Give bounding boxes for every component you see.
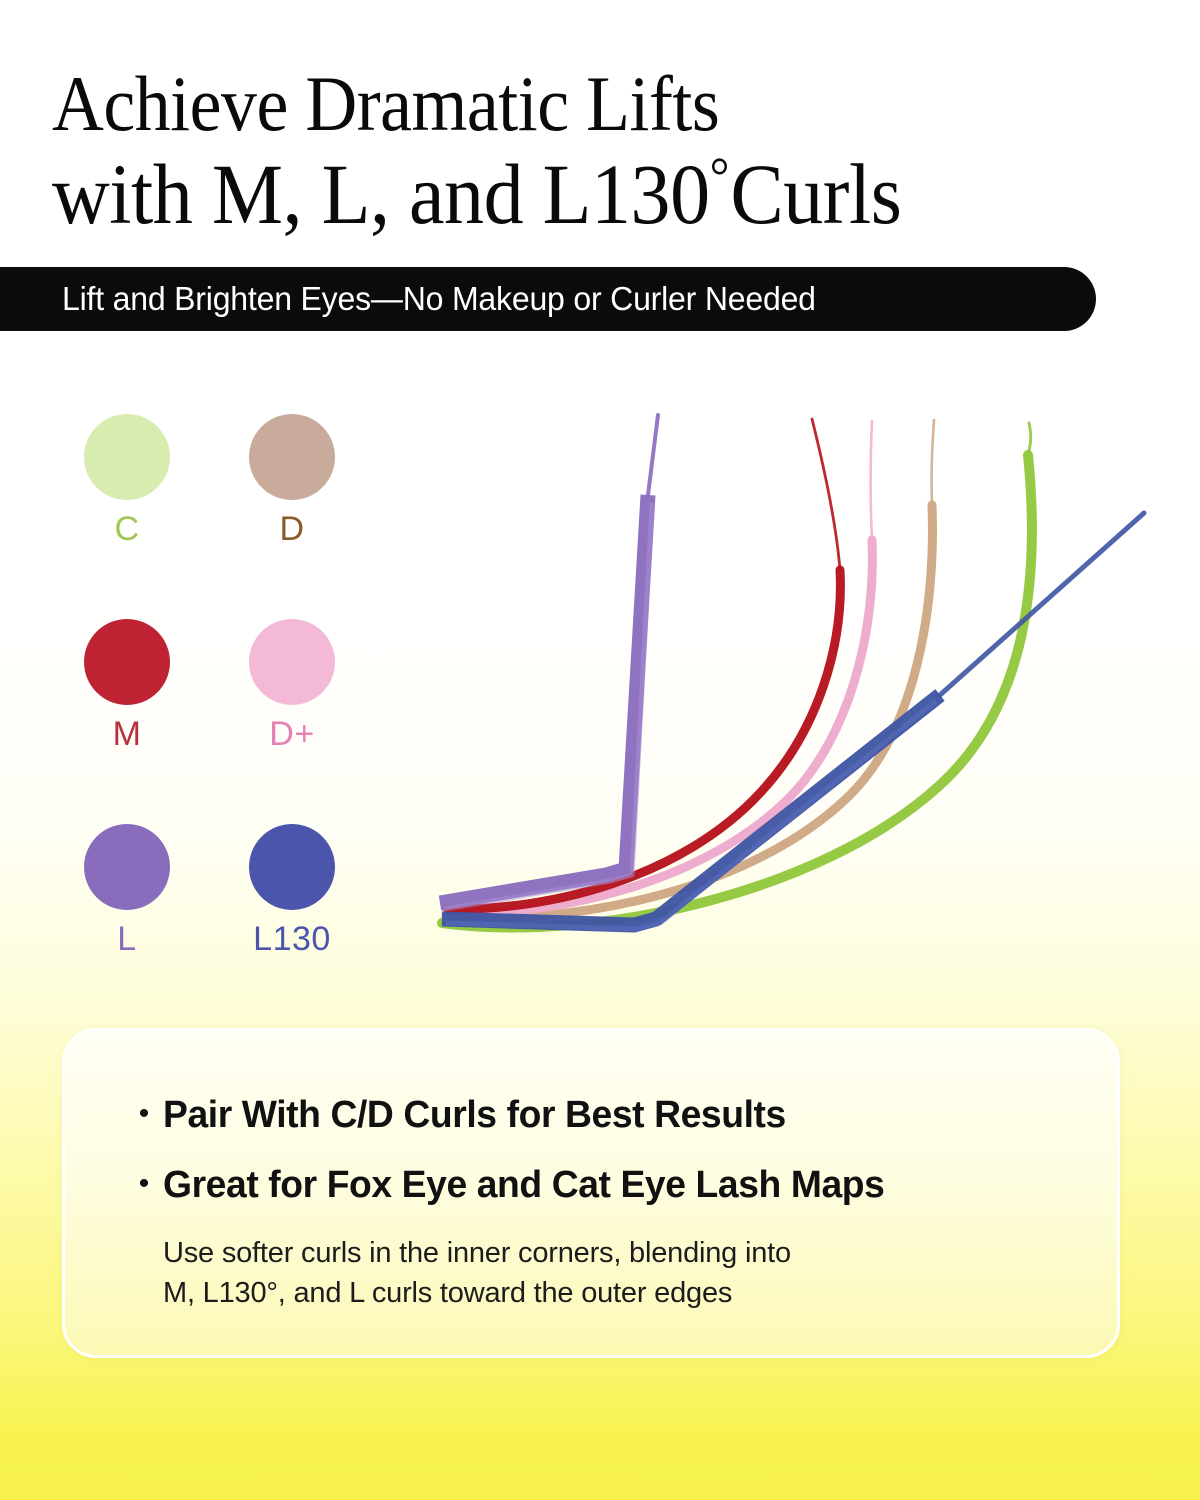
page-title: Achieve Dramatic Lifts with M, L, and L1… bbox=[0, 60, 1200, 241]
swatch-label-l130: L130 bbox=[253, 920, 331, 958]
lash-curves-svg bbox=[437, 413, 1147, 933]
legend-item-dplus[interactable]: D+ bbox=[249, 619, 414, 824]
swatch-circle-dplus bbox=[249, 619, 335, 705]
tip-note: Use softer curls in the inner corners, b… bbox=[163, 1233, 1057, 1313]
title-line-2-main: with M, L, and L130 bbox=[52, 146, 710, 242]
title-line-2-tail: Curls bbox=[730, 146, 902, 242]
legend-row: C D bbox=[84, 414, 414, 619]
lash-curl-comparison-diagram bbox=[420, 395, 1200, 980]
tips-card: • Pair With C/D Curls for Best Results •… bbox=[62, 1028, 1120, 1358]
degree-symbol: ° bbox=[709, 145, 731, 206]
curl-legend: C D M D+ L L130 bbox=[84, 414, 414, 1029]
bullet-dot-icon: • bbox=[138, 1097, 150, 1130]
swatch-circle-l bbox=[84, 824, 170, 910]
swatch-label-d: D bbox=[279, 510, 305, 548]
lash-curve-d bbox=[441, 418, 937, 923]
legend-item-d[interactable]: D bbox=[249, 414, 414, 619]
legend-item-l[interactable]: L bbox=[84, 824, 249, 1029]
swatch-label-c: C bbox=[114, 510, 140, 548]
tip-note-line-1: Use softer curls in the inner corners, b… bbox=[163, 1237, 791, 1269]
subtitle-banner-text: Lift and Brighten Eyes—No Makeup or Curl… bbox=[62, 280, 816, 317]
lash-curve-m bbox=[443, 417, 845, 914]
tip-text-2: Great for Fox Eye and Cat Eye Lash Maps bbox=[163, 1164, 885, 1206]
swatch-circle-c bbox=[84, 414, 170, 500]
legend-item-m[interactable]: M bbox=[84, 619, 249, 824]
tip-bullet-2: • Great for Fox Eye and Cat Eye Lash Map… bbox=[125, 1163, 1057, 1207]
swatch-label-dplus: D+ bbox=[269, 715, 315, 753]
legend-item-l130[interactable]: L130 bbox=[249, 824, 414, 1029]
tip-note-line-2: M, L130°, and L curls toward the outer e… bbox=[163, 1277, 733, 1309]
legend-item-c[interactable]: C bbox=[84, 414, 249, 619]
tip-bullet-1: • Pair With C/D Curls for Best Results bbox=[125, 1093, 1057, 1137]
title-line-1: Achieve Dramatic Lifts bbox=[52, 60, 720, 147]
swatch-circle-d bbox=[249, 414, 335, 500]
swatch-label-m: M bbox=[112, 715, 142, 753]
legend-row: M D+ bbox=[84, 619, 414, 824]
title-line-2: with M, L, and L130°Curls bbox=[52, 148, 1101, 240]
subtitle-banner: Lift and Brighten Eyes—No Makeup or Curl… bbox=[0, 267, 1096, 331]
lash-curve-dplus bbox=[441, 419, 877, 918]
swatch-label-l: L bbox=[117, 920, 137, 958]
bullet-dot-icon: • bbox=[138, 1167, 150, 1200]
swatch-circle-l130 bbox=[249, 824, 335, 910]
lash-curve-l130 bbox=[441, 510, 1147, 933]
tip-text-1: Pair With C/D Curls for Best Results bbox=[163, 1094, 786, 1136]
legend-row: L L130 bbox=[84, 824, 414, 1029]
swatch-circle-m bbox=[84, 619, 170, 705]
lash-curve-l bbox=[438, 413, 660, 912]
